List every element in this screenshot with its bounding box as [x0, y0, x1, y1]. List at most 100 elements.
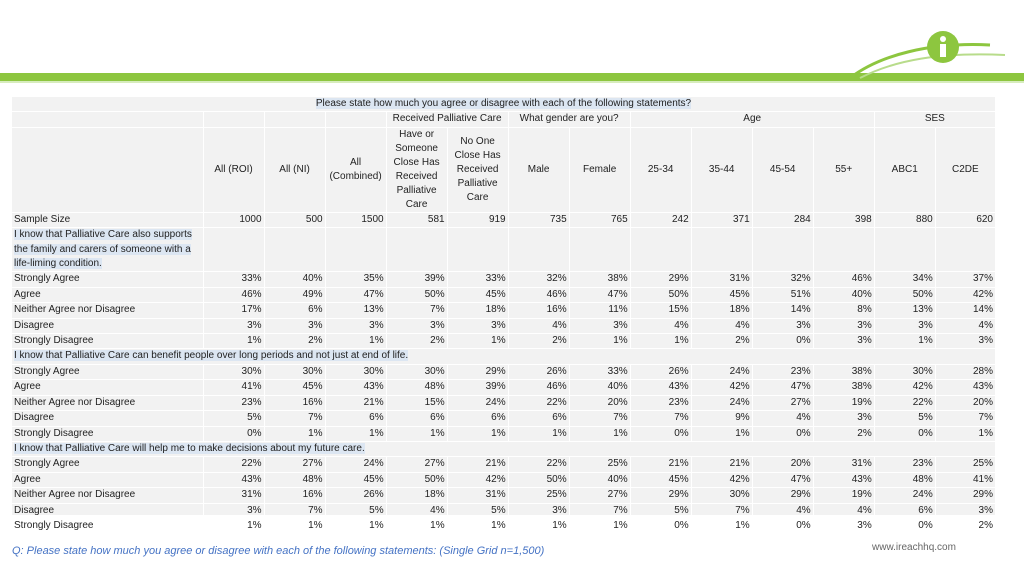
- table-cell: 31%: [447, 487, 509, 504]
- table-cell: 2%: [813, 426, 875, 442]
- table-cell: 1%: [447, 426, 509, 442]
- table-cell: 6%: [325, 410, 387, 427]
- group-age: Age: [630, 111, 875, 128]
- table-cell: 29%: [935, 487, 997, 504]
- table-cell: 14%: [752, 302, 814, 319]
- table-cell: 32%: [752, 271, 814, 288]
- column-header: Male: [508, 127, 570, 213]
- table-cell: 24%: [691, 395, 753, 412]
- table-cell: 1%: [264, 518, 326, 535]
- table-cell: 47%: [752, 379, 814, 396]
- table-cell: 6%: [264, 302, 326, 319]
- table-cell: 7%: [386, 302, 448, 319]
- table-cell: 1%: [935, 426, 997, 442]
- results-table: Please state how much you agree or disag…: [12, 97, 997, 535]
- table-cell: 38%: [813, 364, 875, 381]
- table-cell: 4%: [752, 410, 814, 427]
- table-cell: 5%: [630, 503, 692, 519]
- table-cell: 3%: [569, 318, 631, 335]
- table-cell: 43%: [203, 472, 265, 489]
- table-cell: 45%: [691, 287, 753, 304]
- table-cell: 19%: [813, 395, 875, 412]
- table-cell: 3%: [508, 503, 570, 519]
- table-cell: 50%: [386, 472, 448, 489]
- table-cell: 23%: [752, 364, 814, 381]
- table-cell: 40%: [569, 472, 631, 489]
- table-cell: 26%: [630, 364, 692, 381]
- top-accent-bar: [0, 73, 1024, 81]
- table-cell: 19%: [813, 487, 875, 504]
- section-title-row: I know that Palliative Care can benefit …: [12, 348, 996, 365]
- table-cell: 3%: [203, 503, 265, 519]
- table-cell: 1%: [630, 333, 692, 350]
- table-cell: 1%: [264, 426, 326, 442]
- row-label: Strongly Disagree: [12, 333, 204, 350]
- table-cell: 1%: [325, 426, 387, 442]
- table-cell: 45%: [325, 472, 387, 489]
- table-cell: 33%: [203, 271, 265, 288]
- table-cell: 4%: [508, 318, 570, 335]
- group-ses: SES: [874, 111, 997, 128]
- table-cell: 1%: [569, 518, 631, 535]
- table-cell: 1%: [447, 333, 509, 350]
- table-cell: 21%: [447, 456, 509, 473]
- table-cell: 18%: [447, 302, 509, 319]
- table-cell: 2%: [935, 518, 997, 535]
- table-cell: 0%: [630, 518, 692, 535]
- table-cell: 3%: [264, 318, 326, 335]
- table-cell: 1%: [325, 333, 387, 350]
- top-accent-underline: [0, 81, 1024, 83]
- table-row: Disagree 5% 7% 6% 6% 6% 6% 7% 7% 9% 4% 3% 5% 7%: [12, 410, 997, 427]
- column-header: 45-54: [752, 127, 814, 213]
- table-cell: 0%: [752, 333, 814, 350]
- ireach-logo-icon: [849, 31, 1006, 80]
- table-row: Neither Agree nor Disagree 17% 6% 13% 7% 18% 1…: [12, 302, 997, 319]
- table-cell: 4%: [813, 503, 875, 519]
- table-cell: 1%: [569, 333, 631, 350]
- table-cell: 1%: [508, 426, 570, 442]
- table-cell: 2%: [508, 333, 570, 350]
- table-cell: 29%: [447, 364, 509, 381]
- table-cell: 22%: [874, 395, 936, 412]
- table-cell: 3%: [325, 318, 387, 335]
- table-cell: 3%: [447, 318, 509, 335]
- table-cell: 30%: [325, 364, 387, 381]
- table-cell: 3%: [813, 518, 875, 535]
- table-cell: 24%: [691, 364, 753, 381]
- table-cell: 18%: [691, 302, 753, 319]
- column-header: All (NI): [264, 127, 326, 213]
- table-cell: 0%: [874, 518, 936, 535]
- table-cell: 25%: [569, 456, 631, 473]
- table-cell: 25%: [508, 487, 570, 504]
- table-cell: 23%: [203, 395, 265, 412]
- table-row: Agree 43% 48% 45% 50% 42% 50% 40% 45% 42% 47% 43% 48…: [12, 472, 997, 489]
- sample-size-cell: 735: [508, 212, 570, 229]
- table-cell: 43%: [813, 472, 875, 489]
- table-cell: 11%: [569, 302, 631, 319]
- table-cell: 21%: [325, 395, 387, 412]
- row-label: Agree: [12, 287, 204, 304]
- table-cell: 3%: [386, 318, 448, 335]
- sample-size-cell: 1500: [325, 212, 387, 229]
- table-cell: 1%: [691, 518, 753, 535]
- table-cell: 29%: [752, 487, 814, 504]
- footer-url[interactable]: www.ireachhq.com: [872, 542, 956, 553]
- sample-size-cell: 919: [447, 212, 509, 229]
- table-cell: 6%: [447, 410, 509, 427]
- table-cell: 25%: [935, 456, 997, 473]
- table-cell: 2%: [386, 333, 448, 350]
- table-cell: 50%: [386, 287, 448, 304]
- table-row: Strongly Disagree 1% 2% 1% 2% 1% 2% 1% 1% 2% 0% 3% 1…: [12, 333, 997, 350]
- table-cell: 20%: [752, 456, 814, 473]
- table-cell: 4%: [386, 503, 448, 519]
- table-cell: 15%: [386, 395, 448, 412]
- table-cell: 46%: [203, 287, 265, 304]
- table-cell: 47%: [569, 287, 631, 304]
- table-cell: 33%: [447, 271, 509, 288]
- sample-size-cell: 371: [691, 212, 753, 229]
- table-cell: 24%: [447, 395, 509, 412]
- section-title: I know that Palliative Care also support…: [14, 229, 192, 270]
- table-cell: 41%: [203, 379, 265, 396]
- table-cell: 4%: [752, 503, 814, 519]
- table-cell: 47%: [752, 472, 814, 489]
